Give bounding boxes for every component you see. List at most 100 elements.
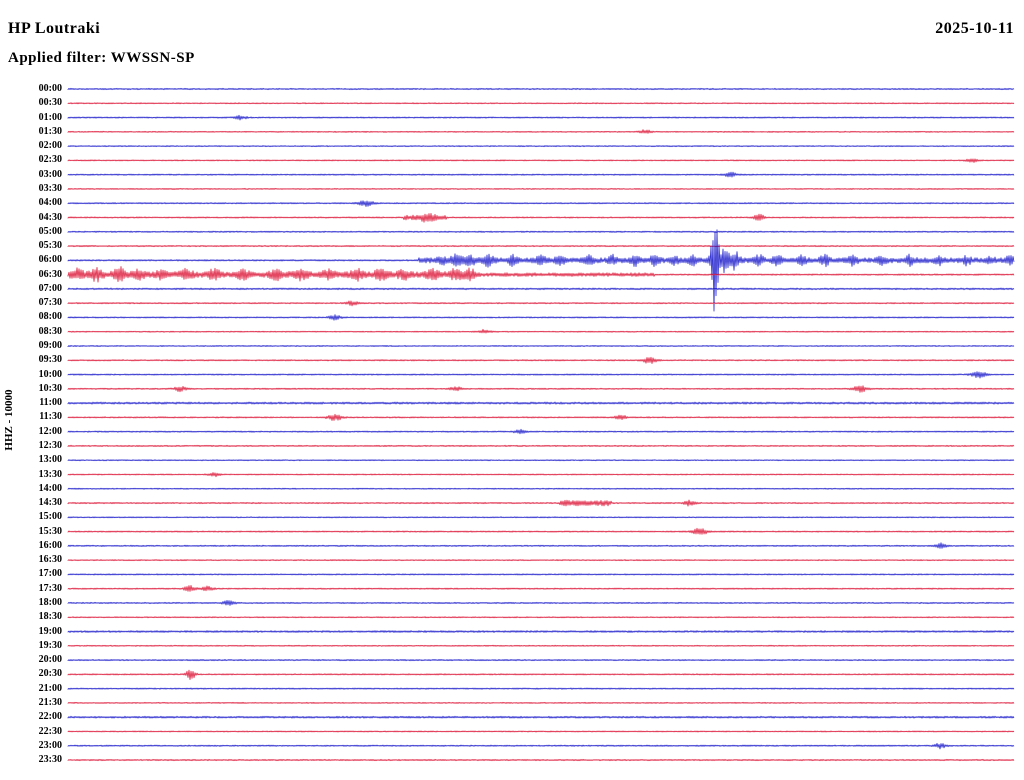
time-label: 01:30 — [38, 125, 62, 137]
seismic-trace — [67, 742, 1015, 750]
time-label: 02:00 — [38, 140, 62, 152]
time-label: 22:30 — [38, 725, 62, 737]
time-label: 23:30 — [38, 754, 62, 765]
seismic-trace — [67, 459, 1015, 462]
seismic-trace — [67, 212, 1015, 223]
time-label: 11:30 — [39, 411, 62, 423]
seismic-trace — [67, 644, 1015, 647]
seismic-trace — [67, 102, 1015, 105]
time-label: 23:00 — [38, 739, 62, 751]
seismic-trace — [67, 200, 1015, 207]
seismic-trace — [67, 129, 1015, 134]
time-label: 15:00 — [38, 511, 62, 523]
seismic-trace — [67, 158, 1015, 163]
seismic-trace — [67, 401, 1015, 405]
seismic-trace — [67, 328, 1015, 334]
seismic-trace — [67, 559, 1015, 562]
time-label: 00:30 — [38, 97, 62, 109]
seismic-trace — [67, 114, 1015, 121]
seismic-trace — [67, 314, 1015, 321]
time-label: 09:00 — [38, 340, 62, 351]
seismic-trace — [67, 428, 1015, 435]
time-label: 04:00 — [38, 197, 62, 209]
time-label: 20:30 — [38, 668, 62, 680]
seismic-trace — [67, 371, 1015, 379]
seismic-trace — [67, 444, 1015, 448]
time-label: 09:30 — [38, 354, 62, 366]
seismic-trace — [67, 187, 1015, 190]
seismic-trace — [67, 385, 1015, 393]
seismic-trace — [67, 542, 1015, 549]
seismic-trace — [67, 701, 1015, 704]
time-label: 18:30 — [38, 611, 62, 623]
time-label: 05:00 — [38, 225, 62, 237]
time-label: 02:30 — [38, 154, 62, 166]
time-label: 17:30 — [38, 582, 62, 594]
time-label: 21:30 — [38, 696, 62, 708]
seismic-trace — [67, 344, 1015, 347]
station-title: HP Loutraki — [8, 20, 101, 37]
time-label: 17:00 — [38, 568, 62, 580]
time-label: 19:00 — [38, 625, 62, 637]
seismic-trace — [67, 266, 1015, 283]
channel-axis-label: HHZ - 10000 — [3, 389, 15, 451]
time-label: 05:30 — [38, 240, 62, 251]
time-label: 22:00 — [38, 711, 62, 723]
time-label: 04:30 — [38, 211, 62, 223]
seismic-trace — [67, 300, 1015, 307]
seismic-trace — [67, 516, 1015, 519]
time-label: 07:30 — [38, 297, 62, 309]
seismic-trace — [67, 616, 1015, 619]
seismic-trace — [67, 287, 1015, 291]
time-label: 03:00 — [38, 168, 62, 180]
seismic-trace — [67, 573, 1015, 576]
seismic-trace — [67, 171, 1015, 178]
time-label: 20:00 — [38, 654, 62, 666]
time-label: 12:00 — [38, 425, 62, 437]
seismic-trace — [67, 730, 1015, 733]
seismic-trace — [67, 472, 1015, 478]
seismic-trace — [67, 585, 1015, 592]
time-label: 13:00 — [38, 454, 62, 466]
time-label: 03:30 — [38, 182, 62, 194]
seismic-trace — [67, 599, 1015, 606]
time-label: 08:30 — [38, 325, 62, 337]
time-label: 08:00 — [38, 311, 62, 323]
time-label: 10:30 — [38, 382, 62, 394]
time-label: 15:30 — [38, 525, 62, 537]
seismic-trace — [67, 630, 1015, 633]
time-label: 00:00 — [38, 83, 62, 94]
time-label: 11:00 — [39, 397, 62, 409]
seismic-trace — [67, 229, 1015, 312]
time-label: 07:00 — [38, 282, 62, 294]
applied-filter-label: Applied filter: WWSSN-SP — [8, 50, 195, 66]
seismic-trace — [67, 687, 1015, 690]
seismic-trace — [67, 487, 1015, 490]
time-label: 06:00 — [38, 254, 62, 266]
seismic-trace — [67, 230, 1015, 233]
seismic-trace — [67, 758, 1015, 762]
date-label: 2025-10-11 — [935, 20, 1014, 37]
seismic-trace — [67, 715, 1015, 719]
seismic-trace — [67, 499, 1015, 507]
time-label: 19:30 — [38, 639, 62, 651]
time-label: 10:00 — [38, 368, 62, 380]
time-label: 14:30 — [38, 497, 62, 508]
seismic-trace — [67, 356, 1015, 364]
helicorder-plot — [67, 87, 1015, 762]
time-label: 14:00 — [38, 482, 62, 494]
time-label: 12:30 — [38, 439, 62, 451]
time-label: 21:00 — [38, 682, 62, 694]
time-label: 06:30 — [38, 268, 62, 280]
time-label: 16:30 — [38, 554, 62, 566]
seismic-trace — [67, 244, 1015, 248]
seismic-trace — [67, 527, 1015, 535]
time-label: 18:00 — [38, 597, 62, 608]
time-label: 16:00 — [38, 539, 62, 551]
seismic-trace — [67, 87, 1015, 91]
seismic-trace — [67, 658, 1015, 662]
seismic-trace — [67, 669, 1015, 680]
seismic-trace — [67, 145, 1015, 148]
time-label: 13:30 — [38, 468, 62, 480]
